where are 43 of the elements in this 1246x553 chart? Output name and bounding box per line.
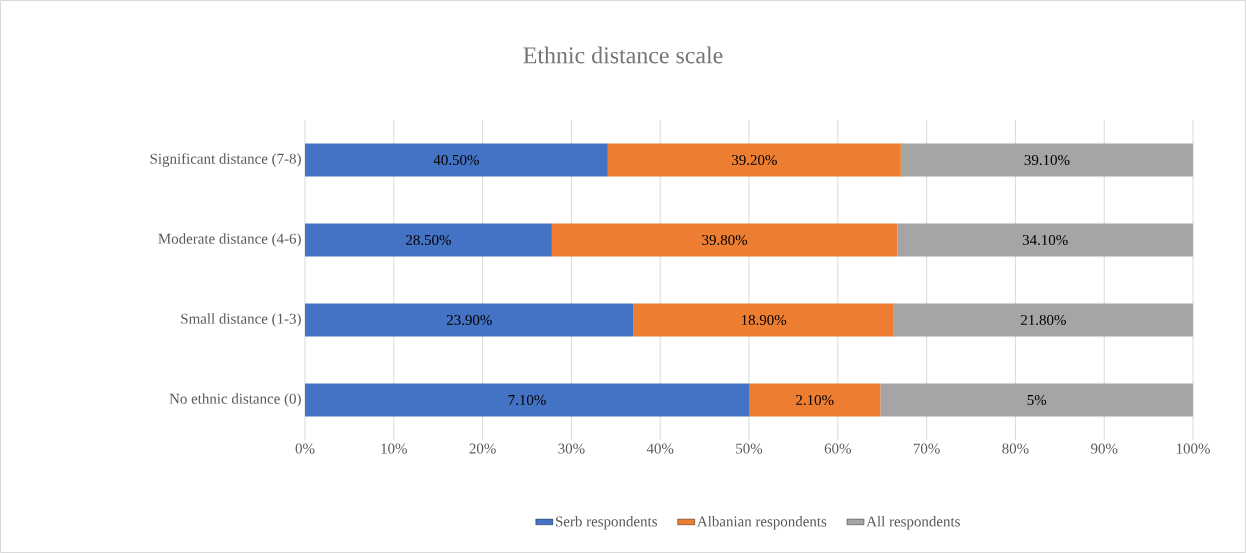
bar [551, 223, 898, 257]
x-tick-label: 80% [1002, 443, 1029, 454]
x-tick-label: 20% [469, 443, 496, 454]
annotation: 39.80% [702, 234, 748, 246]
annotation: 34.10% [1022, 234, 1068, 246]
chart-title: Ethnic distance scale [523, 46, 723, 64]
x-tick-label: 10% [381, 443, 407, 454]
annotation: 7.10% [508, 394, 546, 406]
x-tick-label: 40% [646, 443, 674, 454]
bar [305, 143, 608, 177]
x-tick-label: 50% [736, 443, 763, 454]
bar [305, 383, 750, 417]
x-tick-label: 100% [1176, 443, 1210, 454]
x-tick-label: 90% [1091, 443, 1118, 454]
legend-label: Albanian respondents [697, 516, 827, 530]
annotation: 39.10% [1024, 154, 1070, 166]
x-tick-label: 0% [295, 443, 315, 454]
bar [900, 143, 1194, 177]
annotation: 23.90% [446, 314, 492, 326]
legend-label: All respondents [866, 516, 960, 530]
bar [893, 303, 1194, 337]
x-tick-label: 70% [913, 443, 940, 454]
bar [880, 383, 1194, 417]
bar [607, 143, 901, 177]
annotation: 18.90% [741, 314, 787, 326]
annotation: 28.50% [406, 234, 451, 246]
bar [749, 383, 881, 417]
bar [305, 303, 634, 337]
y-tick-label: No ethnic distance (0) [169, 393, 301, 407]
annotation: 40.50% [433, 154, 479, 166]
y-tick-label: Small distance (1-3) [181, 313, 301, 327]
y-tick-label: Moderate distance (4-6) [158, 233, 301, 247]
legend-label: Serb respondents [556, 516, 657, 530]
annotation: 21.80% [1021, 314, 1066, 326]
annotation: 39.20% [732, 154, 777, 166]
annotation: 2.10% [796, 394, 834, 406]
x-tick-label: 30% [558, 443, 585, 454]
bar [633, 303, 894, 337]
x-tick-label: 60% [824, 443, 851, 454]
annotation: 5% [1027, 394, 1047, 406]
y-tick-label: Significant distance (7-8) [150, 153, 301, 167]
bar [305, 223, 552, 257]
bar [897, 223, 1194, 257]
